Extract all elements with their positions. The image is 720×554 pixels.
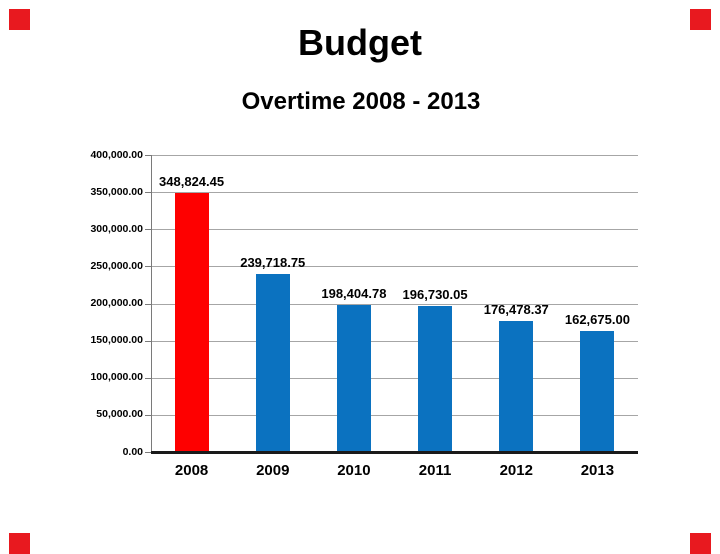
y-axis-tick-label: 0.00 [122,445,143,458]
bar-2011 [418,305,453,452]
y-axis-tick [145,303,151,305]
y-axis-line [151,155,152,452]
bar-value-label: 198,404.78 [321,285,387,301]
bar-2013 [580,331,615,452]
bar-2009 [255,274,290,452]
gridline [151,303,638,305]
gridline [151,192,638,194]
x-axis-label-2013: 2013 [580,462,615,479]
bar-value-label: 162,675.00 [564,312,630,328]
y-axis-tick-label: 400,000.00 [90,148,143,161]
y-axis-tick [145,377,151,379]
corner-accent-top-right [690,9,711,30]
y-axis-tick [145,229,151,231]
bar-2010 [336,304,371,452]
gridline [151,266,638,268]
bar-2008 [174,192,209,452]
y-axis-tick [145,340,151,342]
y-axis-tick [145,266,151,268]
y-axis-tick-label: 150,000.00 [90,334,143,347]
chart-title: Overtime 2008 - 2013 [241,88,481,115]
slide-title: Budget [298,22,422,63]
gridline [151,414,638,416]
y-axis-tick-label: 300,000.00 [90,222,143,235]
y-axis-tick [145,452,151,453]
bar-value-label: 239,718.75 [240,255,306,270]
gridline [151,229,638,231]
bar-value-label: 348,824.45 [159,173,225,189]
y-axis-tick-label: 250,000.00 [90,259,143,272]
y-axis-tick [145,155,151,156]
y-axis-tick-label: 50,000.00 [96,408,143,421]
x-axis-label-2010: 2010 [337,462,371,479]
gridline [151,155,638,156]
bar-value-label: 176,478.37 [483,301,549,317]
bar-value-label: 196,730.05 [402,286,468,302]
corner-accent-top-left [9,9,30,30]
gridline [151,340,638,342]
x-axis-label-2011: 2011 [418,462,452,479]
y-axis-tick-label: 200,000.00 [90,297,143,309]
y-axis-tick [145,192,151,194]
y-axis-tick [145,414,151,416]
y-axis-tick-label: 100,000.00 [90,371,143,384]
x-axis-label-2012: 2012 [499,462,533,479]
bar-2012 [499,320,534,452]
gridline [151,377,638,379]
x-axis-line [151,451,638,454]
plot-area: 400,000.00 350,000.00 300,000.00 250,000.00… [90,148,638,479]
x-axis-label-2008: 2008 [174,462,209,479]
y-axis-tick-label: 350,000.00 [90,185,143,198]
x-axis-label-2009: 2009 [256,462,290,479]
